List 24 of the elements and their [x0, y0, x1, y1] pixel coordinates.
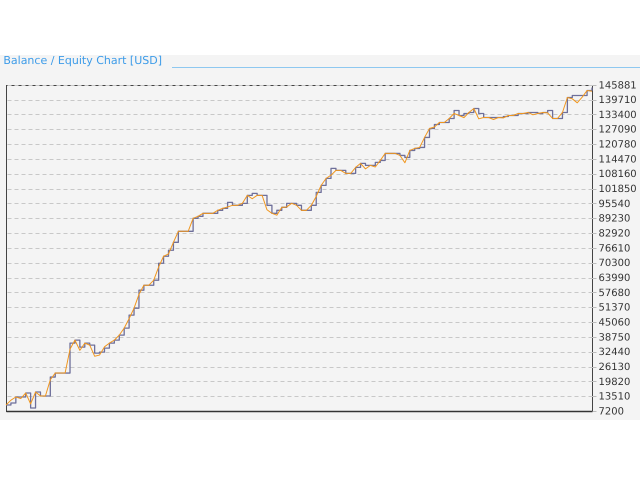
y-tick-label: 108160 [598, 169, 637, 180]
y-tick-label: 7200 [598, 406, 624, 418]
y-tick-label: 26130 [598, 362, 630, 373]
y-tick-label: 45060 [598, 318, 630, 328]
y-tick-label: 89230 [598, 214, 630, 225]
y-tick-label: 19820 [598, 376, 630, 388]
y-tick-label: 57680 [598, 288, 630, 299]
y-tick-label: 32440 [598, 347, 630, 358]
y-tick-label: 127090 [598, 124, 637, 136]
chart-title: Balance / Equity Chart [USD] [3, 54, 162, 67]
y-tick-label: 13510 [598, 392, 630, 403]
y-tick-label: 133400 [598, 110, 637, 121]
y-tick-label: 120780 [598, 140, 637, 151]
y-tick-label: 70300 [598, 258, 630, 270]
y-tick-label: 139710 [598, 95, 637, 106]
y-tick-label: 145881 [598, 80, 637, 92]
y-tick-label: 95540 [598, 198, 630, 210]
y-tick-label: 101850 [598, 184, 637, 196]
y-tick-label: 82920 [598, 228, 630, 240]
y-tick-label: 63990 [598, 273, 630, 284]
y-tick-label: 114470 [598, 154, 637, 166]
y-tick-label: 38750 [598, 332, 630, 344]
y-tick-label: 51370 [598, 302, 630, 314]
y-tick-label: 76610 [598, 243, 630, 254]
